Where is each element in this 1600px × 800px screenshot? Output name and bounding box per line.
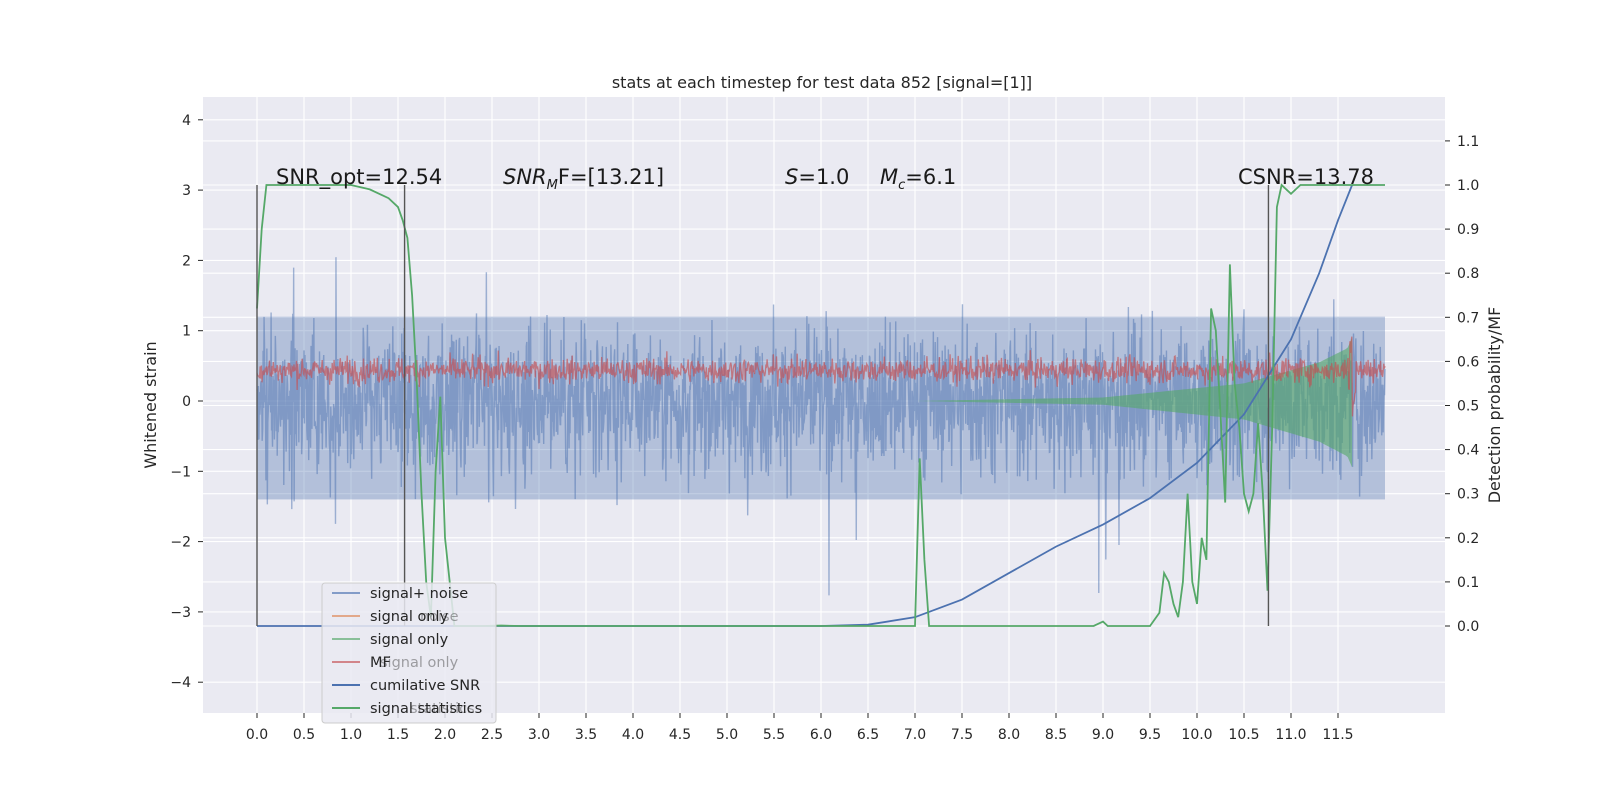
yr-tick-3: 0.8 [1457,266,1479,282]
yr-tick-7: 0.4 [1457,443,1479,459]
yl-tick-5: −1 [170,464,191,480]
x-tick-18: 9.0 [1092,727,1114,743]
yl-tick-1: 3 [182,183,191,199]
x-tick-9: 4.5 [669,727,691,743]
annotation-snr-mf: SNRMF=[13.21] [503,165,664,193]
chart-title: stats at each timestep for test data 852… [612,73,1032,92]
yr-tick-4: 0.7 [1457,310,1479,326]
x-tick-labels: 0.0 0.5 1.0 1.5 2.0 2.5 3.0 3.5 4.0 4.5 5.0 5.5 6.0 6… [246,713,1354,743]
yr-tick-6: 0.5 [1457,399,1479,415]
x-tick-1: 0.5 [293,727,315,743]
yr-tick-0: 1.1 [1457,134,1479,150]
yl-tick-2: 2 [182,253,191,269]
x-tick-12: 6.0 [810,727,832,743]
yr-tick-9: 0.2 [1457,531,1479,547]
yl-tick-8: −4 [170,675,191,691]
x-tick-16: 8.0 [998,727,1020,743]
left-tick-labels: 4 3 2 1 0 −1 −2 −3 −4 [170,113,203,691]
x-tick-0: 0.0 [246,727,268,743]
vertical-markers [256,185,1270,626]
series-mf [256,336,1386,417]
yr-tick-1: 1.0 [1457,178,1479,194]
x-tick-8: 4.0 [622,727,644,743]
legend-label-3: MF [370,655,391,671]
left-axis-label: Whitened strain [141,341,160,468]
x-tick-14: 7.0 [904,727,926,743]
yl-tick-4: 0 [182,394,191,410]
x-tick-23: 11.5 [1322,727,1353,743]
legend-label-0: signal+ noise [370,586,468,602]
legend-ghost-1: noise [420,609,459,625]
yl-tick-3: 1 [182,324,191,340]
x-tick-22: 11.0 [1275,727,1306,743]
legend-label-1: signal only [370,609,449,625]
legend: noise signal only statistics signal+ noi… [321,582,497,724]
x-tick-17: 8.5 [1045,727,1067,743]
x-tick-6: 3.0 [528,727,550,743]
series-layer [256,183,1386,627]
annotation-csnr: CSNR=13.78 [1238,165,1374,189]
legend-ghost-2: signal only [380,655,459,671]
legend-ghost-text: noise signal only statistics [380,609,475,717]
legend-ghost-3: statistics [410,701,475,717]
x-tick-13: 6.5 [857,727,879,743]
yr-tick-10: 0.1 [1457,575,1479,591]
x-tick-19: 9.5 [1139,727,1161,743]
x-tick-10: 5.0 [716,727,738,743]
yr-tick-2: 0.9 [1457,222,1479,238]
right-axis-label: Detection probability/MF [1485,307,1504,504]
right-tick-labels: 1.1 1.0 0.9 0.8 0.7 0.6 0.5 0.4 0.3 0.2 0.1 0.0 [1445,134,1479,635]
annotation-s: S=1.0 [785,165,849,189]
series-whitened-signal [915,337,1353,468]
annotations: SNR_opt=12.54 SNRMF=[13.21] S=1.0 Mc=6.1… [276,165,1374,193]
x-tick-15: 7.5 [951,727,973,743]
legend-label-5: signal statistics [370,701,482,717]
annotation-snr-opt: SNR_opt=12.54 [276,165,442,190]
x-tick-21: 10.5 [1228,727,1259,743]
x-tick-3: 1.5 [387,727,409,743]
x-tick-4: 2.0 [434,727,456,743]
series-cumulative-snr [257,184,1353,627]
grid [203,97,1445,713]
x-tick-20: 10.0 [1181,727,1212,743]
x-tick-7: 3.5 [575,727,597,743]
yr-tick-8: 0.3 [1457,487,1479,503]
yr-tick-11: 0.0 [1457,619,1479,635]
series-signal-statistics [256,183,1385,627]
yl-tick-6: −2 [170,535,191,551]
legend-label-2: signal only [370,632,449,648]
x-tick-2: 1.0 [340,727,362,743]
x-tick-5: 2.5 [481,727,503,743]
x-tick-11: 5.5 [763,727,785,743]
legend-box [321,582,497,724]
yr-tick-5: 0.6 [1457,354,1479,370]
legend-label-4: cumilative SNR [370,678,480,694]
yl-tick-0: 4 [182,113,191,129]
yl-tick-7: −3 [170,605,191,621]
annotation-mc: Mc=6.1 [880,165,956,193]
